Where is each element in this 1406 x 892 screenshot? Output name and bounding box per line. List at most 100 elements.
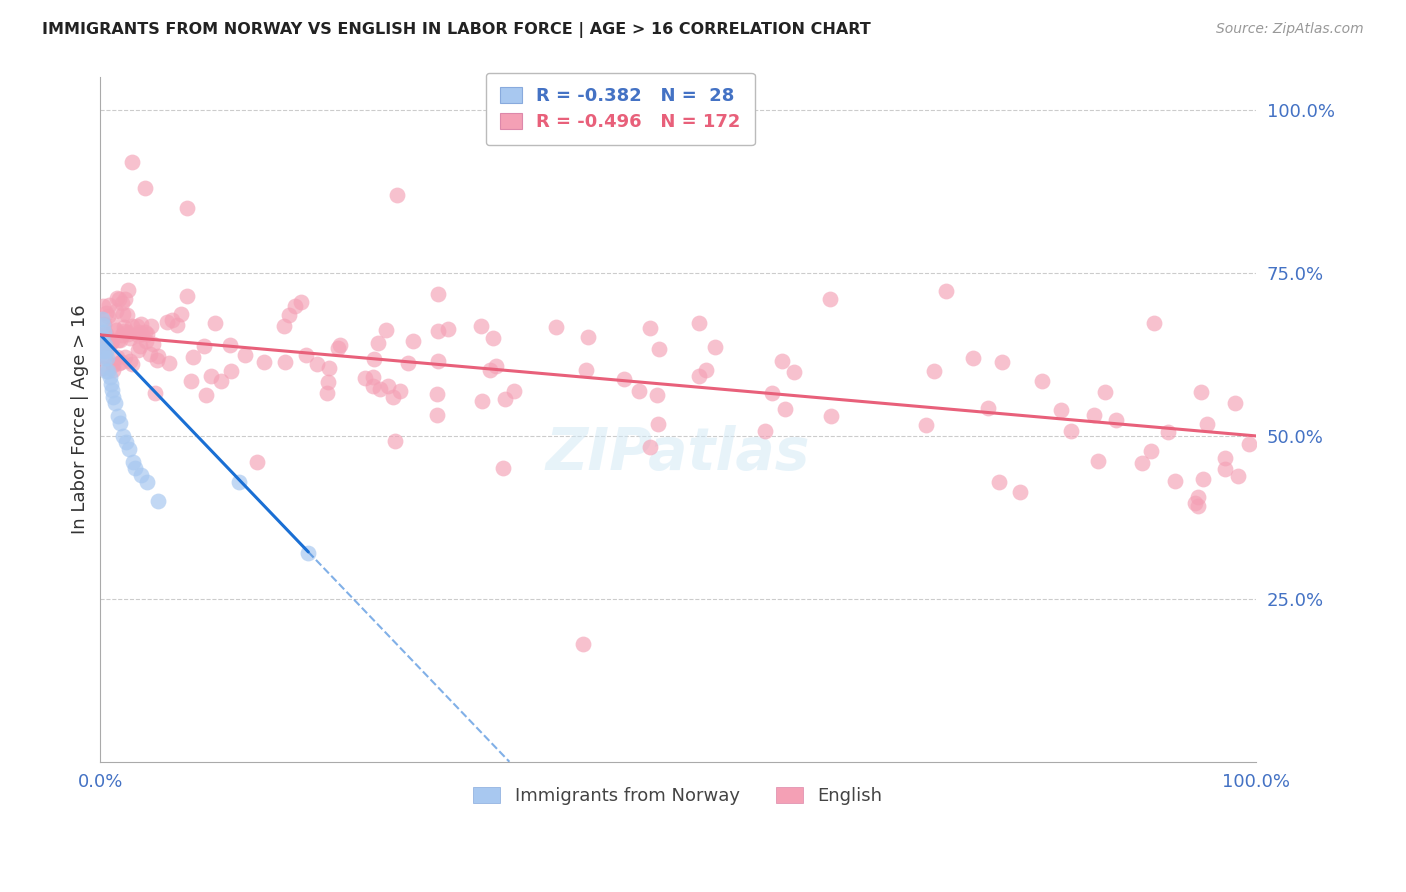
Point — [546, 320, 568, 334]
Point — [107, 409, 129, 424]
Point — [627, 384, 650, 398]
Point — [1031, 374, 1053, 388]
Point — [94, 337, 117, 351]
Point — [117, 283, 139, 297]
Point — [246, 454, 269, 468]
Point — [127, 343, 149, 358]
Point — [219, 364, 242, 378]
Point — [124, 461, 146, 475]
Point — [170, 307, 193, 321]
Point — [98, 335, 121, 350]
Point — [101, 319, 124, 334]
Point — [118, 354, 141, 368]
Point — [104, 304, 127, 318]
Point — [200, 368, 222, 383]
Text: Source: ZipAtlas.com: Source: ZipAtlas.com — [1216, 22, 1364, 37]
Point — [922, 364, 945, 378]
Point — [91, 344, 114, 359]
Point — [103, 358, 125, 372]
Point — [129, 317, 152, 331]
Point — [574, 362, 596, 376]
Point — [101, 384, 124, 398]
Point — [104, 396, 127, 410]
Point — [110, 355, 132, 369]
Point — [93, 325, 115, 339]
Point — [571, 637, 593, 651]
Point — [129, 339, 152, 353]
Point — [695, 363, 717, 377]
Point — [1083, 408, 1105, 422]
Point — [329, 338, 352, 352]
Point — [228, 475, 250, 489]
Point — [1197, 417, 1219, 432]
Point — [91, 339, 114, 353]
Point — [1164, 474, 1187, 488]
Point — [377, 378, 399, 392]
Point — [166, 318, 188, 332]
Point — [1140, 444, 1163, 458]
Point — [101, 390, 124, 404]
Point — [613, 371, 636, 385]
Point — [204, 316, 226, 330]
Point — [704, 340, 727, 354]
Point — [96, 351, 118, 365]
Point — [219, 337, 242, 351]
Point — [91, 299, 114, 313]
Point — [274, 354, 297, 368]
Point — [128, 325, 150, 339]
Point — [101, 363, 124, 377]
Point — [295, 348, 318, 362]
Point — [761, 386, 783, 401]
Point — [389, 384, 412, 398]
Point — [688, 368, 710, 383]
Point — [97, 309, 120, 323]
Point — [426, 386, 449, 401]
Point — [277, 308, 299, 322]
Point — [176, 289, 198, 303]
Point — [318, 361, 340, 376]
Point — [647, 417, 669, 432]
Point — [233, 348, 256, 362]
Point — [181, 350, 204, 364]
Point — [105, 291, 128, 305]
Point — [134, 181, 156, 195]
Point — [494, 392, 516, 406]
Point — [1060, 424, 1083, 438]
Point — [1187, 500, 1209, 514]
Point — [962, 351, 984, 365]
Point — [977, 401, 1000, 415]
Point — [97, 364, 120, 378]
Point — [638, 440, 661, 454]
Point — [987, 475, 1010, 490]
Point — [1143, 316, 1166, 330]
Point — [1225, 395, 1247, 409]
Point — [134, 325, 156, 339]
Point — [108, 293, 131, 307]
Point — [437, 322, 460, 336]
Text: ZIPatlas: ZIPatlas — [546, 425, 810, 483]
Point — [915, 418, 938, 433]
Point — [114, 351, 136, 365]
Point — [1184, 495, 1206, 509]
Point — [112, 429, 135, 443]
Point — [135, 334, 157, 348]
Point — [638, 321, 661, 335]
Point — [117, 326, 139, 341]
Text: IMMIGRANTS FROM NORWAY VS ENGLISH IN LABOR FORCE | AGE > 16 CORRELATION CHART: IMMIGRANTS FROM NORWAY VS ENGLISH IN LAB… — [42, 22, 870, 38]
Point — [290, 295, 312, 310]
Point — [90, 331, 112, 345]
Point — [396, 356, 419, 370]
Point — [93, 334, 115, 349]
Point — [118, 442, 141, 456]
Y-axis label: In Labor Force | Age > 16: In Labor Force | Age > 16 — [72, 305, 89, 534]
Point — [139, 318, 162, 333]
Point — [108, 333, 131, 347]
Point — [316, 375, 339, 389]
Point — [482, 331, 505, 345]
Point — [94, 364, 117, 378]
Point — [307, 357, 329, 371]
Point — [129, 468, 152, 483]
Point — [1227, 469, 1250, 483]
Point — [90, 311, 112, 326]
Point — [125, 319, 148, 334]
